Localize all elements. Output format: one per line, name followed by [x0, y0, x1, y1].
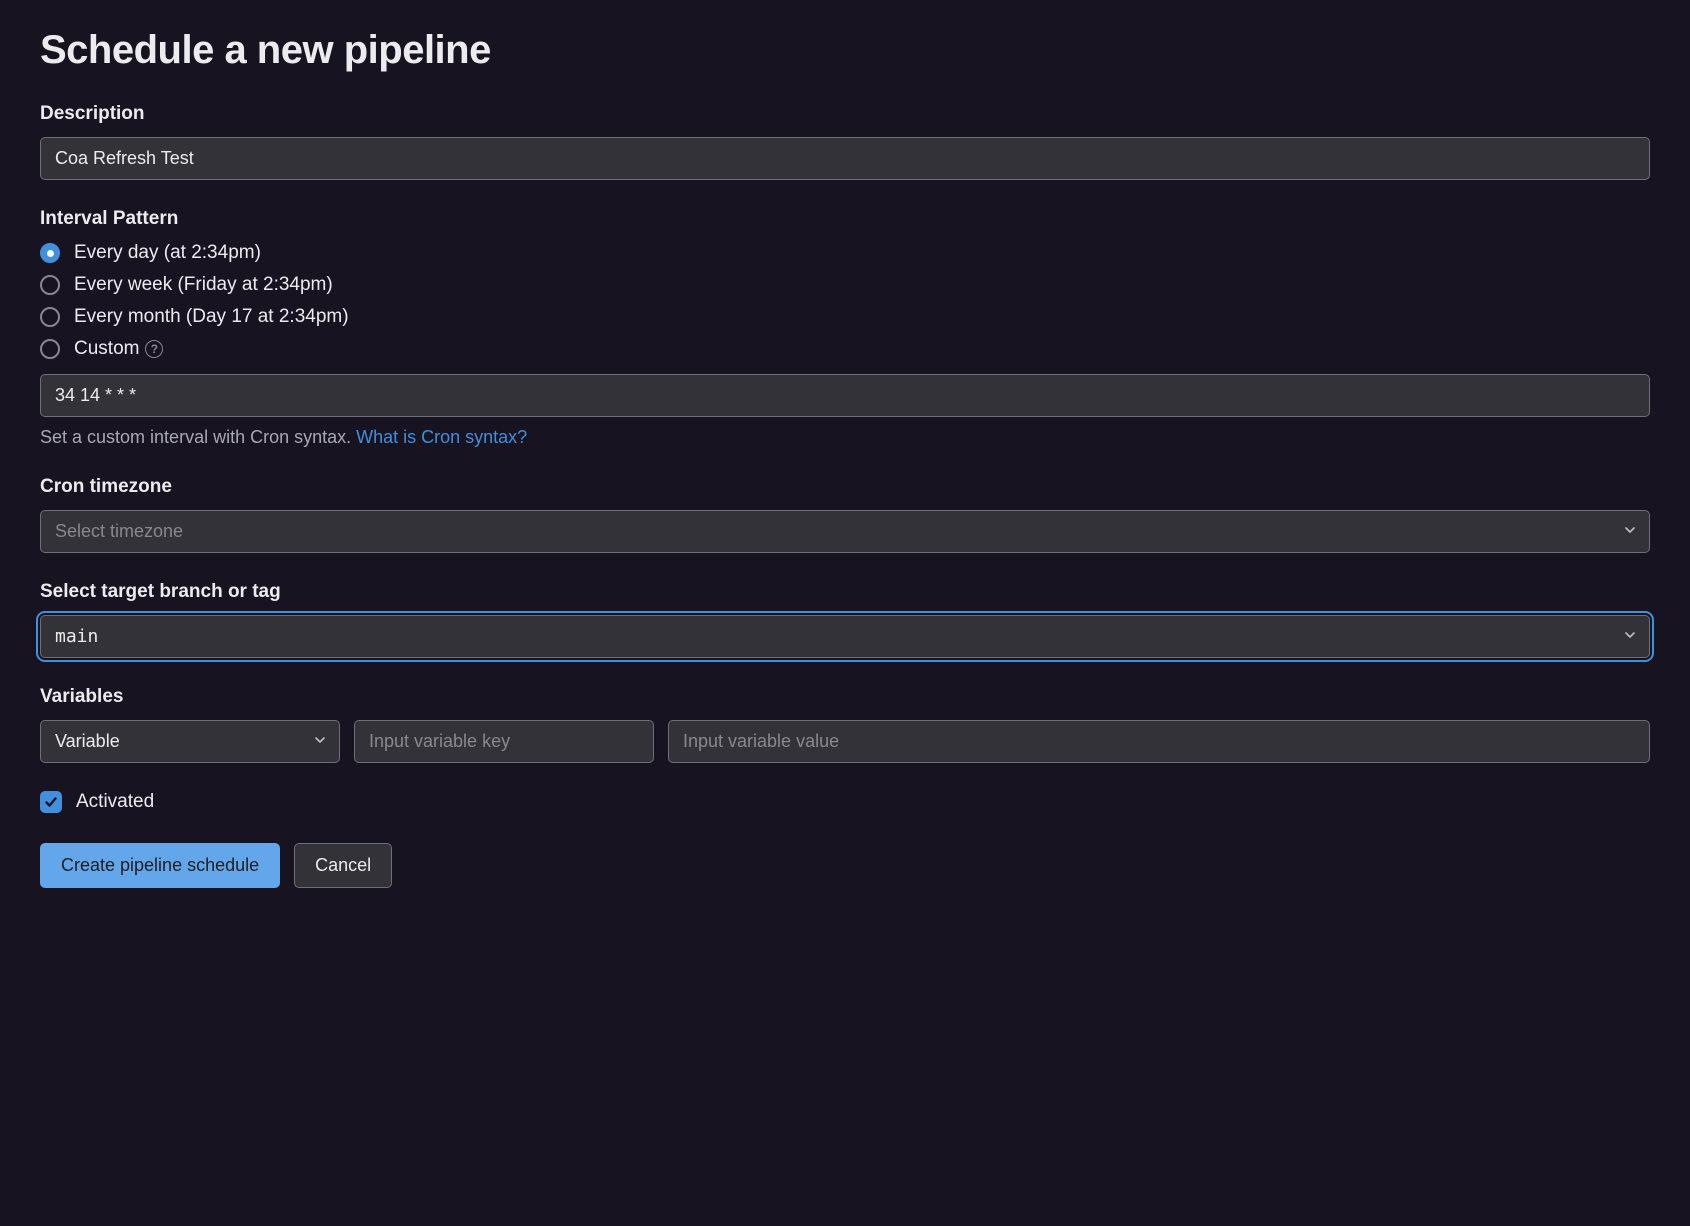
branch-group: Select target branch or tag main	[40, 581, 1650, 658]
variable-key-input[interactable]	[354, 720, 654, 763]
interval-option-label: Every week (Friday at 2:34pm)	[74, 274, 333, 296]
timezone-select[interactable]: Select timezone	[40, 510, 1650, 553]
timezone-label: Cron timezone	[40, 476, 1650, 498]
variable-value-input[interactable]	[668, 720, 1650, 763]
variables-group: Variables Variable	[40, 686, 1650, 763]
interval-option-label: Every month (Day 17 at 2:34pm)	[74, 306, 349, 328]
cancel-button[interactable]: Cancel	[294, 843, 392, 888]
interval-option-weekly[interactable]: Every week (Friday at 2:34pm)	[40, 274, 1650, 296]
radio-icon	[40, 307, 60, 327]
interval-option-label: Custom ?	[74, 338, 163, 360]
activated-checkbox[interactable]	[40, 791, 62, 813]
interval-option-daily[interactable]: Every day (at 2:34pm)	[40, 242, 1650, 264]
radio-icon	[40, 339, 60, 359]
description-input[interactable]	[40, 137, 1650, 180]
radio-icon	[40, 243, 60, 263]
help-icon[interactable]: ?	[145, 340, 163, 358]
interval-label: Interval Pattern	[40, 208, 1650, 230]
branch-select[interactable]: main	[40, 615, 1650, 658]
branch-label: Select target branch or tag	[40, 581, 1650, 603]
interval-option-custom-text: Custom	[74, 338, 139, 360]
radio-icon	[40, 275, 60, 295]
variables-label: Variables	[40, 686, 1650, 708]
description-label: Description	[40, 103, 1650, 125]
interval-radio-group: Every day (at 2:34pm) Every week (Friday…	[40, 242, 1650, 360]
cron-expression-input[interactable]	[40, 374, 1650, 417]
check-icon	[44, 795, 58, 809]
button-row: Create pipeline schedule Cancel	[40, 843, 1650, 888]
interval-option-custom[interactable]: Custom ?	[40, 338, 1650, 360]
cron-hint: Set a custom interval with Cron syntax. …	[40, 427, 1650, 448]
interval-option-label: Every day (at 2:34pm)	[74, 242, 261, 264]
interval-group: Interval Pattern Every day (at 2:34pm) E…	[40, 208, 1650, 448]
activated-label: Activated	[76, 791, 154, 813]
variable-type-select[interactable]: Variable	[40, 720, 340, 763]
cron-syntax-link[interactable]: What is Cron syntax?	[356, 427, 527, 447]
cron-hint-text: Set a custom interval with Cron syntax.	[40, 427, 356, 447]
page-title: Schedule a new pipeline	[40, 28, 1650, 73]
create-pipeline-schedule-button[interactable]: Create pipeline schedule	[40, 843, 280, 888]
activated-row[interactable]: Activated	[40, 791, 1650, 813]
interval-option-monthly[interactable]: Every month (Day 17 at 2:34pm)	[40, 306, 1650, 328]
description-group: Description	[40, 103, 1650, 180]
timezone-group: Cron timezone Select timezone	[40, 476, 1650, 553]
